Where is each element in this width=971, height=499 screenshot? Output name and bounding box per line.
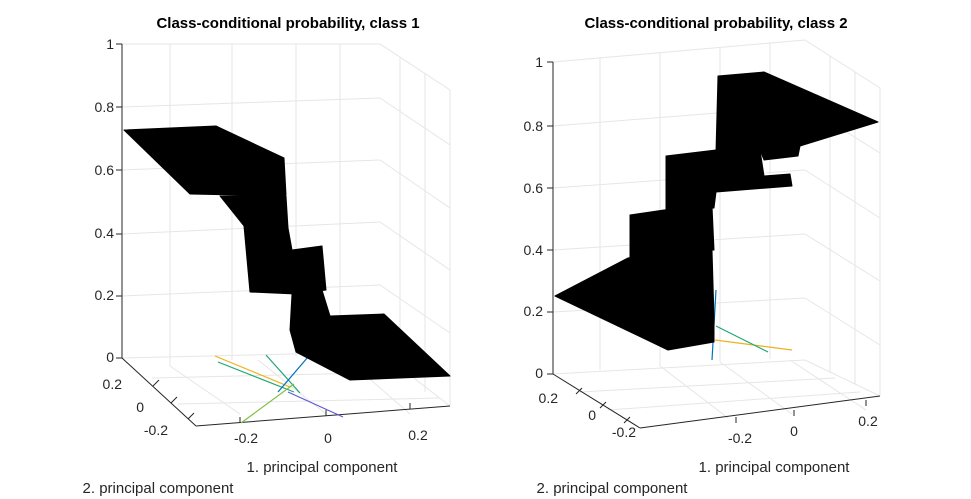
chart-1-x-axis: [195, 405, 451, 427]
chart-2-y-ticks: 0.2 0 -0.2: [539, 390, 637, 440]
surface-step: [243, 225, 327, 295]
z-tick-label: 0: [106, 349, 114, 365]
chart-2-x-axis: [639, 395, 881, 429]
contour-line: [265, 354, 301, 394]
chart-1-z-ticks: 1 0.8 0.6 0.4 0.2 0: [95, 36, 115, 365]
y-tick-label: 0.2: [539, 390, 559, 406]
chart-2-z-ticks: 1 0.8 0.6 0.4 0.2 0: [524, 54, 544, 381]
x-tick-label: 0.2: [408, 427, 428, 443]
chart-2-title: Class-conditional probability, class 2: [584, 15, 847, 32]
chart-1-x-ticks: -0.2 0 0.2: [234, 427, 428, 446]
chart-1-surface: [123, 125, 451, 381]
chart-1-y-ticks: 0.2 0 -0.2: [103, 376, 169, 438]
chart-1-y-label: 2. principal component: [83, 480, 235, 497]
contour-line: [287, 391, 344, 418]
z-tick-label: 0.4: [524, 242, 544, 258]
z-tick-label: 0: [535, 365, 543, 381]
z-tick-label: 0.6: [524, 180, 544, 196]
contour-line: [715, 325, 769, 353]
z-tick-label: 0.8: [524, 118, 544, 134]
z-tick-label: 0.6: [95, 162, 115, 178]
y-tick-label: 0: [588, 407, 596, 423]
chart-2-y-label: 2. principal component: [537, 480, 689, 497]
z-tick-label: 1: [106, 36, 114, 52]
surface-step: [554, 249, 715, 351]
contour-line: [217, 361, 295, 393]
contour-line: [240, 383, 295, 424]
x-tick-label: -0.2: [728, 430, 752, 446]
z-tick-label: 1: [535, 54, 543, 70]
surface-step: [123, 125, 287, 196]
z-tick-label: 0.2: [95, 287, 115, 303]
surface-step: [289, 289, 451, 381]
x-tick-label: -0.2: [234, 430, 258, 446]
chart-2-y-axis: [552, 373, 641, 429]
y-tick-label: 0: [136, 399, 144, 415]
contour-line: [214, 355, 291, 388]
chart-2-surface: [554, 71, 879, 351]
y-tick-label: -0.2: [612, 424, 636, 440]
chart-2: Class-conditional probability, class 2: [524, 15, 881, 497]
chart-2-x-ticks: -0.2 0 0.2: [728, 413, 878, 446]
chart-1-x-label: 1. principal component: [247, 459, 399, 476]
z-tick-label: 0.8: [95, 99, 115, 115]
chart-1-floor-lines: [214, 342, 344, 424]
y-tick-label: 0.2: [103, 376, 123, 392]
surface-step: [219, 195, 289, 229]
chart-2-grid: [552, 39, 881, 419]
z-tick-label: 0.4: [95, 225, 115, 241]
chart-1-axes: [116, 43, 451, 427]
surface-step: [629, 205, 715, 259]
x-tick-label: 0: [324, 430, 332, 446]
x-tick-label: 0: [790, 423, 798, 439]
chart-2-x-label: 1. principal component: [699, 459, 851, 476]
chart-2-axes: [547, 61, 881, 429]
chart-1-y-axis: [121, 357, 197, 427]
z-tick-label: 0.2: [524, 303, 544, 319]
chart-1: Class-conditional probability, class 1: [83, 15, 451, 497]
x-tick-label: 0.2: [858, 413, 878, 429]
y-tick-label: -0.2: [144, 422, 168, 438]
chart-1-title: Class-conditional probability, class 1: [156, 15, 419, 32]
surface-step: [715, 71, 879, 161]
